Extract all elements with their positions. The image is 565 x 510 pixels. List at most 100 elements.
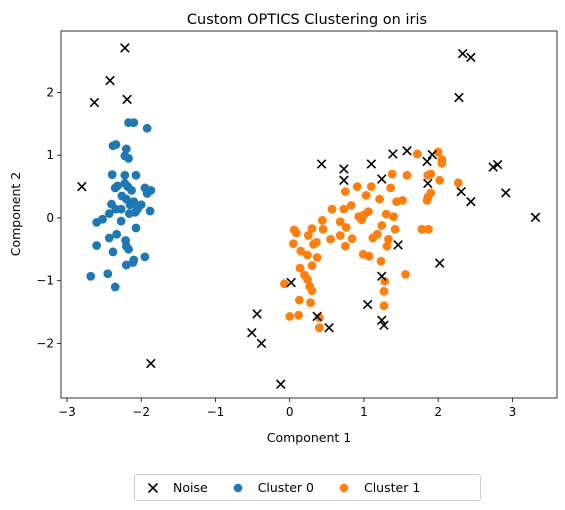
cluster-point xyxy=(291,228,301,238)
legend-label: Cluster 0 xyxy=(257,480,314,495)
noise-point xyxy=(316,159,327,169)
cluster-point xyxy=(142,123,152,133)
cluster-point xyxy=(104,233,114,243)
noise-point xyxy=(77,181,87,192)
cluster-point xyxy=(366,182,376,191)
x-tick-label: 0 xyxy=(286,405,294,419)
x-axis-ticks: −3 −2 −1 0 1 2 3 xyxy=(58,398,516,419)
chart-title: Custom OPTICS Clustering on iris xyxy=(187,12,427,28)
noise-point xyxy=(422,156,432,167)
cluster-point xyxy=(140,252,150,262)
cluster-point xyxy=(327,204,337,214)
noise-point xyxy=(122,94,132,105)
y-axis-label: Component 2 xyxy=(8,172,23,257)
noise-point xyxy=(388,149,398,159)
noise-point xyxy=(377,271,387,282)
noise-point xyxy=(466,196,476,207)
cluster-point xyxy=(347,234,357,244)
cluster-point xyxy=(303,250,312,260)
cluster-point xyxy=(133,204,142,214)
y-tick-label: 0 xyxy=(46,211,54,225)
cluster-point xyxy=(295,263,305,273)
cluster-point xyxy=(107,170,117,180)
cluster-point xyxy=(131,170,141,180)
x-tick-label: 2 xyxy=(434,405,442,419)
noise-point xyxy=(89,97,100,108)
cluster-point xyxy=(340,241,350,251)
plot-frame xyxy=(60,30,558,399)
cluster-point xyxy=(375,194,384,204)
noise-point xyxy=(120,43,130,53)
cluster-point xyxy=(112,229,122,239)
y-tick-label: 1 xyxy=(46,148,54,162)
cluster-point xyxy=(401,270,410,279)
cluster-point xyxy=(326,234,335,244)
cluster-point xyxy=(110,282,120,292)
cluster-point xyxy=(424,224,433,234)
cluster-point xyxy=(340,187,350,197)
cluster-point xyxy=(317,216,327,225)
cluster-point xyxy=(103,269,113,279)
x-tick-label: −1 xyxy=(207,405,225,419)
cluster-point xyxy=(379,301,389,311)
noise-point xyxy=(501,188,511,198)
cluster-point xyxy=(386,183,396,193)
y-tick-label: 2 xyxy=(46,85,54,99)
cluster-point xyxy=(86,271,96,281)
cluster-point xyxy=(307,261,317,271)
cluster-point xyxy=(377,221,387,230)
cluster-point xyxy=(303,231,313,240)
plot-area xyxy=(61,31,557,398)
cluster-point xyxy=(307,224,317,234)
cluster-point xyxy=(111,140,121,149)
noise-point xyxy=(456,186,466,197)
cluster-point xyxy=(129,118,139,127)
cluster-point xyxy=(361,190,371,200)
noise-point xyxy=(530,212,541,223)
cluster-point xyxy=(285,312,295,321)
cluster-point xyxy=(382,241,392,251)
cluster-point xyxy=(307,286,317,296)
cluster-point xyxy=(364,251,374,261)
cluster-point xyxy=(417,224,427,234)
x-tick-label: 1 xyxy=(360,405,368,419)
series-noise xyxy=(77,43,541,389)
noise-point xyxy=(457,48,468,59)
noise-point xyxy=(434,258,445,268)
legend-label: Cluster 1 xyxy=(363,480,421,495)
cluster-point xyxy=(402,170,412,180)
circle-marker-icon xyxy=(233,483,242,492)
cluster-point xyxy=(390,224,400,234)
cluster-point xyxy=(294,310,304,320)
noise-point xyxy=(105,75,115,86)
cluster-point xyxy=(339,204,349,214)
x-marker-icon xyxy=(147,482,159,493)
cluster-point xyxy=(312,253,322,262)
data-points xyxy=(77,43,541,389)
noise-point xyxy=(393,240,403,250)
cluster-point xyxy=(346,201,356,210)
noise-point xyxy=(324,322,334,333)
cluster-point xyxy=(335,231,345,240)
cluster-point xyxy=(380,276,390,286)
cluster-point xyxy=(318,224,328,234)
noise-point xyxy=(366,159,377,169)
cluster-point xyxy=(364,207,373,217)
cluster-point xyxy=(303,275,312,284)
cluster-point xyxy=(306,298,315,308)
noise-point xyxy=(379,320,389,330)
cluster-point xyxy=(357,215,367,225)
noise-point xyxy=(362,299,373,310)
x-tick-label: −2 xyxy=(132,405,150,419)
cluster-point xyxy=(372,229,382,239)
cluster-point xyxy=(120,170,130,180)
cluster-point xyxy=(142,189,152,198)
cluster-point xyxy=(387,169,397,179)
cluster-point xyxy=(289,239,298,249)
cluster-point xyxy=(98,214,107,224)
noise-point xyxy=(466,52,476,63)
cluster-point xyxy=(389,212,399,222)
cluster-point xyxy=(335,217,345,227)
cluster-point xyxy=(127,185,136,195)
cluster-point xyxy=(108,247,118,257)
